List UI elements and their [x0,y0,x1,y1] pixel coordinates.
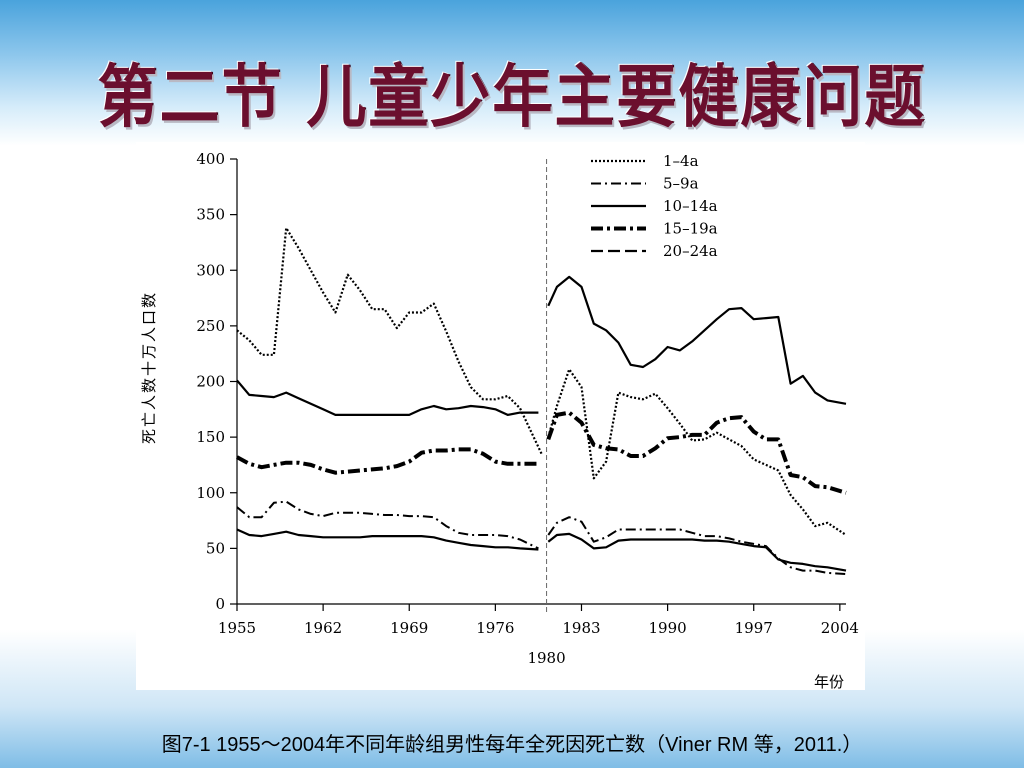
slide-title: 第二节 儿童少年主要健康问题 [97,57,927,138]
series-line-5 [236,379,539,416]
x-tick-label: 1990 [649,619,687,637]
x-tick-label: 1955 [218,619,256,637]
legend-label: 1–4a [663,152,699,170]
series-line-1 [547,368,847,536]
legend-label: 15–19a [663,220,718,238]
y-tick-label: 250 [196,317,225,335]
y-tick-label: 400 [196,150,225,168]
divider-label: 1980 [527,649,565,667]
y-tick-label: 200 [196,373,225,391]
y-tick-label: 0 [215,595,225,613]
x-tick-label: 1969 [390,619,428,637]
series-line-2 [236,500,539,550]
x-axis-label: 年份 [814,673,844,690]
legend-label: 20–24a [663,242,718,260]
x-tick-label: 2004 [821,619,859,637]
figure-caption: 图7-1 1955～2004年不同年龄组男性每年全死因死亡数（Viner RM … [161,734,863,756]
series-line-4 [236,447,539,475]
x-tick-label: 1962 [304,619,342,637]
chart-canvas: 0 50 100 150 200 250 300 350 400 1955 1962 1969 197… [140,150,859,690]
legend: 1–4a 5–9a 10–14a 15–19a 20–24a [591,152,718,260]
legend-label: 10–14a [663,197,718,215]
x-tick-label: 1976 [476,619,514,637]
legend-label: 5–9a [663,175,699,193]
y-tick-label: 300 [196,261,225,279]
series-lines [236,226,847,575]
series-line-1 [236,226,544,456]
x-ticks: 1955 1962 1969 1976 1983 1990 1997 2004 [218,604,859,637]
series-line-2 [547,516,847,575]
series-line-3 [547,532,847,572]
y-ticks: 0 50 100 150 200 250 300 350 400 [196,150,237,613]
series-line-4 [546,410,847,495]
x-tick-label: 1997 [735,619,773,637]
mortality-chart: 0 50 100 150 200 250 300 350 400 1955 1962 1969 197… [136,142,865,690]
x-tick-label: 1983 [562,619,600,637]
y-tick-label: 50 [206,539,225,557]
series-line-3 [236,528,539,551]
series-line-5 [547,275,847,405]
y-tick-label: 100 [196,484,225,502]
y-axis-label: 死亡人数十万人口数 [140,291,158,444]
y-tick-label: 350 [196,206,225,224]
y-tick-label: 150 [196,428,225,446]
